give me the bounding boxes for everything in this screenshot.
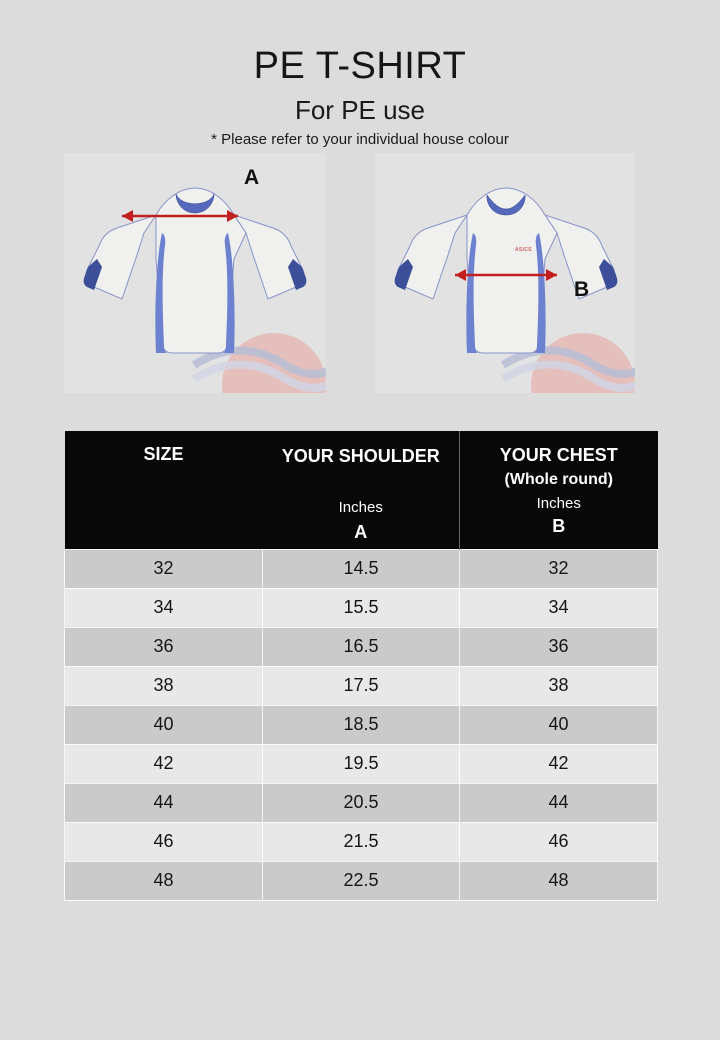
svg-text:ASICS: ASICS: [515, 247, 532, 253]
